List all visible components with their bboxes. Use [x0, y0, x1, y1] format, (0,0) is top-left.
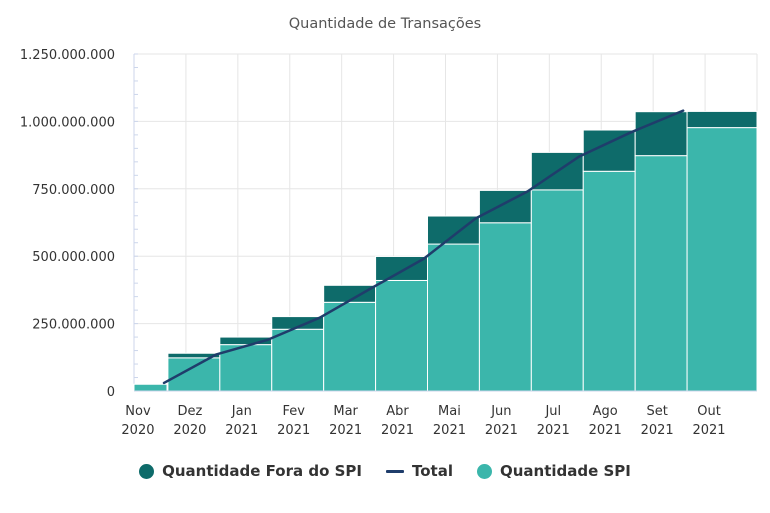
- x-tick-label-month: Mai: [438, 404, 461, 419]
- bar-spi: [686, 127, 758, 392]
- bar-spi: [219, 344, 273, 392]
- y-tick-label: 1.000.000.000: [20, 115, 115, 130]
- x-tick-label-month: Jul: [544, 404, 561, 419]
- y-tick-label: 750.000.000: [32, 183, 115, 198]
- x-tick-label-year: 2021: [277, 423, 310, 438]
- x-tick-label-year: 2021: [589, 423, 622, 438]
- bar-spi: [634, 155, 688, 392]
- legend-symbol-spi: [476, 463, 492, 479]
- bar-fora-spi: [686, 110, 758, 129]
- x-tick-label-year: 2020: [121, 423, 154, 438]
- bar-spi: [427, 243, 480, 392]
- bar-spi: [167, 357, 221, 392]
- bar-fora-spi: [478, 189, 532, 224]
- x-tick-label-year: 2021: [329, 423, 362, 438]
- x-tick-label-month: Dez: [177, 404, 202, 419]
- x-tick-label-month: Set: [646, 404, 667, 419]
- x-tick-label-month: Abr: [386, 404, 409, 419]
- legend-symbol-fora-spi: [139, 463, 155, 479]
- chart-legend: Quantidade Fora do SPI Total Quantidade …: [0, 462, 770, 480]
- x-tick-label-year: 2021: [433, 423, 466, 438]
- x-tick-label-year: 2021: [692, 423, 725, 438]
- x-tick-label-year: 2021: [381, 423, 414, 438]
- legend-label-spi: Quantidade SPI: [499, 462, 631, 480]
- bar-spi: [375, 279, 429, 392]
- x-tick-label-year: 2021: [225, 423, 258, 438]
- y-tick-label: 0: [107, 385, 115, 400]
- legend-symbol-total: [385, 469, 404, 473]
- chart-title: Quantidade de Transações: [288, 16, 482, 32]
- y-tick-label: 250.000.000: [32, 318, 115, 333]
- bar-spi: [478, 222, 532, 392]
- legend-item-fora-spi[interactable]: Quantidade Fora do SPI: [139, 462, 362, 480]
- bar-spi: [323, 301, 377, 392]
- legend-item-total[interactable]: Total: [385, 462, 453, 480]
- x-tick-label-month: Fev: [282, 404, 305, 419]
- x-tick-label-year: 2021: [537, 423, 570, 438]
- x-tick-label-month: Nov: [125, 404, 151, 419]
- x-tick-label-month: Ago: [593, 404, 618, 419]
- y-tick-label: 500.000.000: [32, 250, 115, 265]
- legend-item-spi[interactable]: Quantidade SPI: [476, 462, 631, 480]
- bar-fora-spi: [634, 111, 688, 157]
- bar-spi: [271, 328, 325, 392]
- x-tick-label-month: Jun: [490, 404, 511, 419]
- x-tick-label-year: 2021: [485, 423, 518, 438]
- x-tick-label-year: 2020: [173, 423, 206, 438]
- y-tick-label: 1.250.000.000: [20, 48, 115, 63]
- x-tick-label-month: Out: [697, 404, 721, 419]
- bar-spi: [133, 383, 168, 392]
- series-line-total: [162, 109, 685, 385]
- x-tick-label-month: Jan: [231, 404, 252, 419]
- bar-spi: [530, 189, 584, 392]
- bar-spi: [582, 170, 636, 392]
- x-tick-label-year: 2021: [641, 423, 674, 438]
- x-tick-label-month: Mar: [333, 404, 358, 419]
- legend-label-total: Total: [411, 462, 453, 480]
- legend-label-fora-spi: Quantidade Fora do SPI: [162, 462, 362, 480]
